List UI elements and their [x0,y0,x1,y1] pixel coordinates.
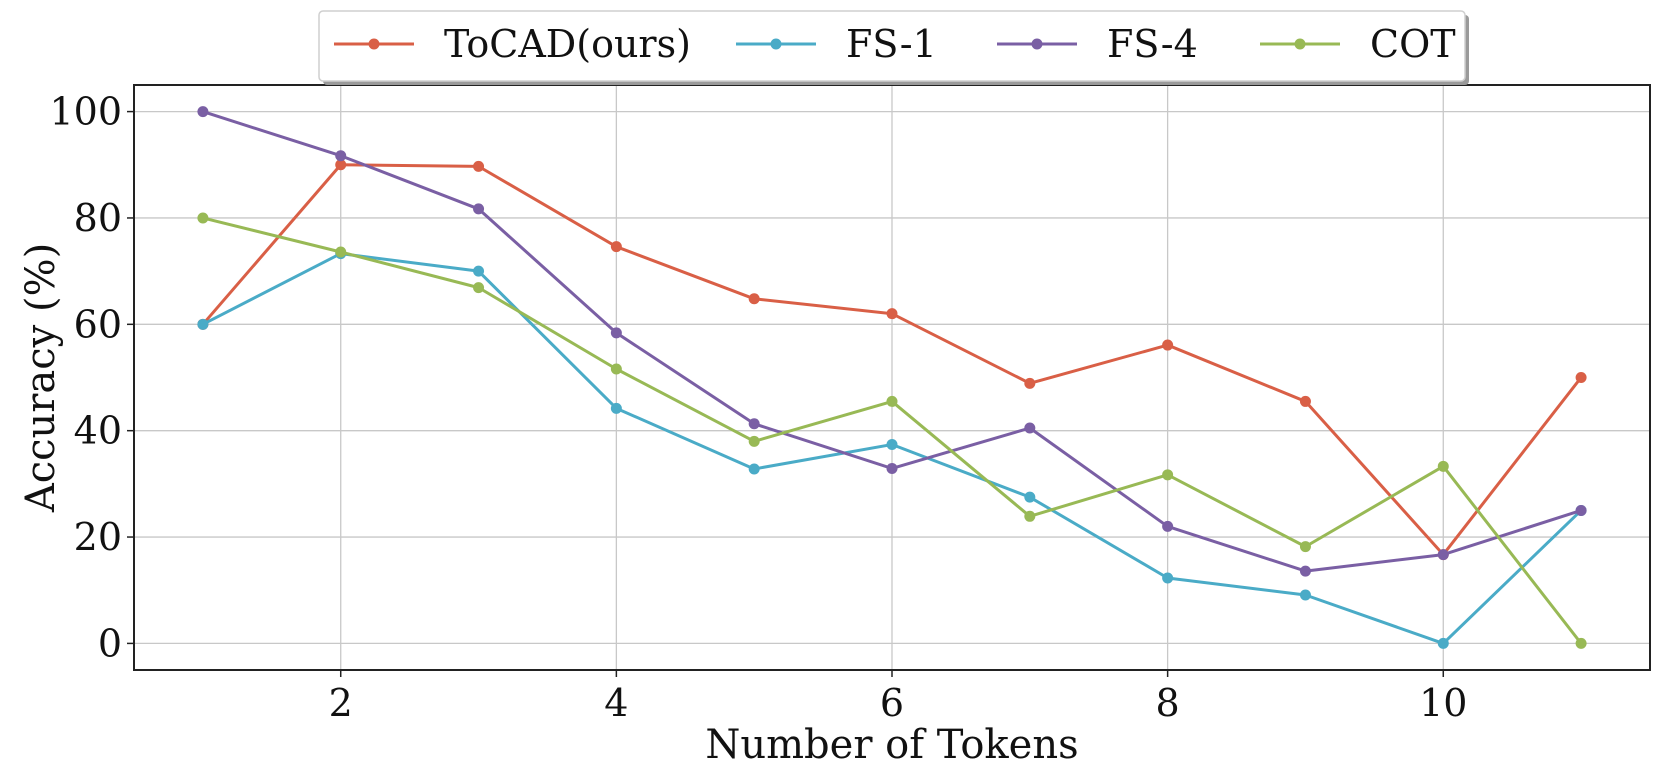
data-point-cot [1299,541,1311,553]
data-point-fs-1 [1024,491,1036,503]
y-tick-label: 80 [74,196,122,240]
legend-label: FS-4 [1107,22,1198,66]
legend-label: ToCAD(ours) [444,22,691,66]
data-point-tocad-ours [610,241,622,253]
legend-swatch-marker [1294,38,1306,50]
data-point-cot [473,282,485,294]
data-point-fs-4 [1575,504,1587,516]
data-point-fs-1 [886,439,898,451]
x-tick-label: 4 [604,681,628,725]
series-cot [197,212,1587,649]
x-tick-label: 10 [1419,681,1467,725]
y-tick-label: 0 [98,621,122,665]
legend-label: COT [1370,22,1456,66]
data-point-tocad-ours [473,160,485,172]
data-point-fs-4 [1299,565,1311,577]
data-point-fs-1 [610,402,622,414]
y-axis-label: Accuracy (%) [18,243,64,513]
data-point-cot [335,246,347,258]
data-point-tocad-ours [886,308,898,320]
y-tick-label: 40 [74,409,122,453]
data-point-fs-4 [1162,520,1174,532]
x-tick-label: 2 [329,681,353,725]
data-point-fs-4 [886,462,898,474]
data-point-fs-4 [473,203,485,215]
legend-label: FS-1 [846,22,937,66]
data-point-cot [1575,637,1587,649]
data-point-cot [886,395,898,407]
data-point-tocad-ours [1162,339,1174,351]
series-lines [197,106,1587,649]
data-point-fs-1 [1299,589,1311,601]
legend-swatch-marker [1031,38,1043,50]
legend-swatch-marker [770,38,782,50]
data-point-fs-4 [335,150,347,162]
data-point-fs-1 [473,265,485,277]
data-point-tocad-ours [335,159,347,171]
y-axis-ticks: 0 20 40 60 80 100 [49,90,134,665]
data-point-fs-1 [1437,637,1449,649]
y-tick-label: 60 [74,302,122,346]
data-point-tocad-ours [1575,372,1587,383]
data-point-fs-1 [197,318,209,330]
series-fs-4 [197,106,1587,577]
x-tick-label: 8 [1156,681,1180,725]
data-point-cot [748,435,760,447]
grid [134,85,1650,670]
legend-entry-cot: COT [1260,22,1456,66]
x-axis-label: Number of Tokens [705,722,1078,768]
y-tick-label: 100 [49,90,122,134]
data-point-fs-4 [1024,422,1036,434]
data-point-cot [1024,510,1036,522]
data-point-cot [197,212,209,224]
legend: ToCAD(ours) FS-1 FS-4 COT [318,10,1469,85]
legend-entry-fs-4: FS-4 [997,22,1198,66]
data-point-fs-4 [1437,549,1449,561]
data-point-cot [1162,469,1174,481]
data-point-fs-4 [197,106,209,118]
legend-entry-fs-1: FS-1 [736,22,937,66]
data-point-fs-1 [1162,572,1174,584]
x-tick-label: 6 [880,681,904,725]
data-point-cot [610,363,622,375]
series-tocad-ours [197,159,1587,561]
data-point-fs-1 [748,463,760,475]
data-point-fs-4 [748,418,760,430]
data-point-tocad-ours [748,293,760,305]
data-point-fs-4 [610,327,622,339]
data-point-tocad-ours [1024,377,1036,389]
data-point-cot [1437,460,1449,472]
legend-entry-tocad-ours: ToCAD(ours) [334,22,691,66]
data-point-tocad-ours [1299,395,1311,407]
x-axis-ticks: 2 4 6 8 10 [329,670,1467,725]
legend-box [318,10,1466,82]
legend-swatch-marker [368,38,380,50]
y-tick-label: 20 [74,515,122,559]
